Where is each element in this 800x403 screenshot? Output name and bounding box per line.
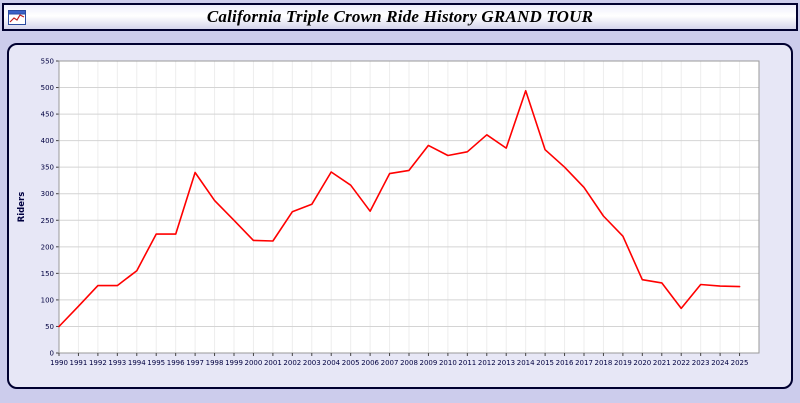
svg-text:150: 150 bbox=[41, 270, 54, 278]
svg-text:2014: 2014 bbox=[517, 359, 535, 367]
svg-text:1998: 1998 bbox=[206, 359, 224, 367]
svg-text:2025: 2025 bbox=[731, 359, 749, 367]
svg-text:2021: 2021 bbox=[653, 359, 671, 367]
svg-text:2000: 2000 bbox=[245, 359, 263, 367]
svg-text:2002: 2002 bbox=[283, 359, 301, 367]
svg-text:1992: 1992 bbox=[89, 359, 107, 367]
svg-text:1996: 1996 bbox=[167, 359, 185, 367]
svg-text:2010: 2010 bbox=[439, 359, 457, 367]
svg-text:2005: 2005 bbox=[342, 359, 360, 367]
svg-text:2017: 2017 bbox=[575, 359, 593, 367]
svg-text:1993: 1993 bbox=[108, 359, 126, 367]
svg-text:1990: 1990 bbox=[50, 359, 68, 367]
svg-text:2023: 2023 bbox=[692, 359, 710, 367]
svg-text:2015: 2015 bbox=[536, 359, 554, 367]
svg-text:1994: 1994 bbox=[128, 359, 146, 367]
svg-text:300: 300 bbox=[41, 190, 54, 198]
svg-text:100: 100 bbox=[41, 296, 54, 304]
svg-text:1991: 1991 bbox=[70, 359, 88, 367]
svg-text:2006: 2006 bbox=[361, 359, 379, 367]
svg-text:2001: 2001 bbox=[264, 359, 282, 367]
svg-text:1997: 1997 bbox=[186, 359, 204, 367]
svg-text:2008: 2008 bbox=[400, 359, 418, 367]
svg-text:2012: 2012 bbox=[478, 359, 496, 367]
svg-text:2018: 2018 bbox=[595, 359, 613, 367]
svg-text:2003: 2003 bbox=[303, 359, 321, 367]
chart-panel: 0 50 100 150 200 250 300 350 400 450 500 550 1990 199… bbox=[7, 43, 793, 389]
svg-text:50: 50 bbox=[45, 323, 54, 331]
svg-text:2019: 2019 bbox=[614, 359, 632, 367]
svg-text:Riders: Riders bbox=[17, 192, 27, 223]
svg-text:2009: 2009 bbox=[420, 359, 438, 367]
svg-text:2024: 2024 bbox=[711, 359, 729, 367]
svg-text:350: 350 bbox=[41, 164, 54, 172]
svg-text:400: 400 bbox=[41, 137, 54, 145]
svg-text:2013: 2013 bbox=[497, 359, 515, 367]
svg-text:2016: 2016 bbox=[556, 359, 574, 367]
svg-text:450: 450 bbox=[41, 111, 54, 119]
title-bar: California Triple Crown Ride History GRA… bbox=[2, 3, 798, 31]
svg-text:250: 250 bbox=[41, 217, 54, 225]
svg-text:2011: 2011 bbox=[458, 359, 476, 367]
svg-text:2020: 2020 bbox=[633, 359, 651, 367]
svg-text:1999: 1999 bbox=[225, 359, 243, 367]
svg-text:200: 200 bbox=[41, 243, 54, 251]
svg-text:0: 0 bbox=[50, 350, 54, 358]
chart-window-icon bbox=[7, 9, 27, 25]
svg-text:550: 550 bbox=[41, 58, 54, 66]
svg-text:500: 500 bbox=[41, 84, 54, 92]
svg-text:2004: 2004 bbox=[322, 359, 340, 367]
svg-text:1995: 1995 bbox=[147, 359, 165, 367]
svg-text:2007: 2007 bbox=[381, 359, 399, 367]
svg-text:2022: 2022 bbox=[672, 359, 690, 367]
page-title: California Triple Crown Ride History GRA… bbox=[206, 7, 594, 26]
